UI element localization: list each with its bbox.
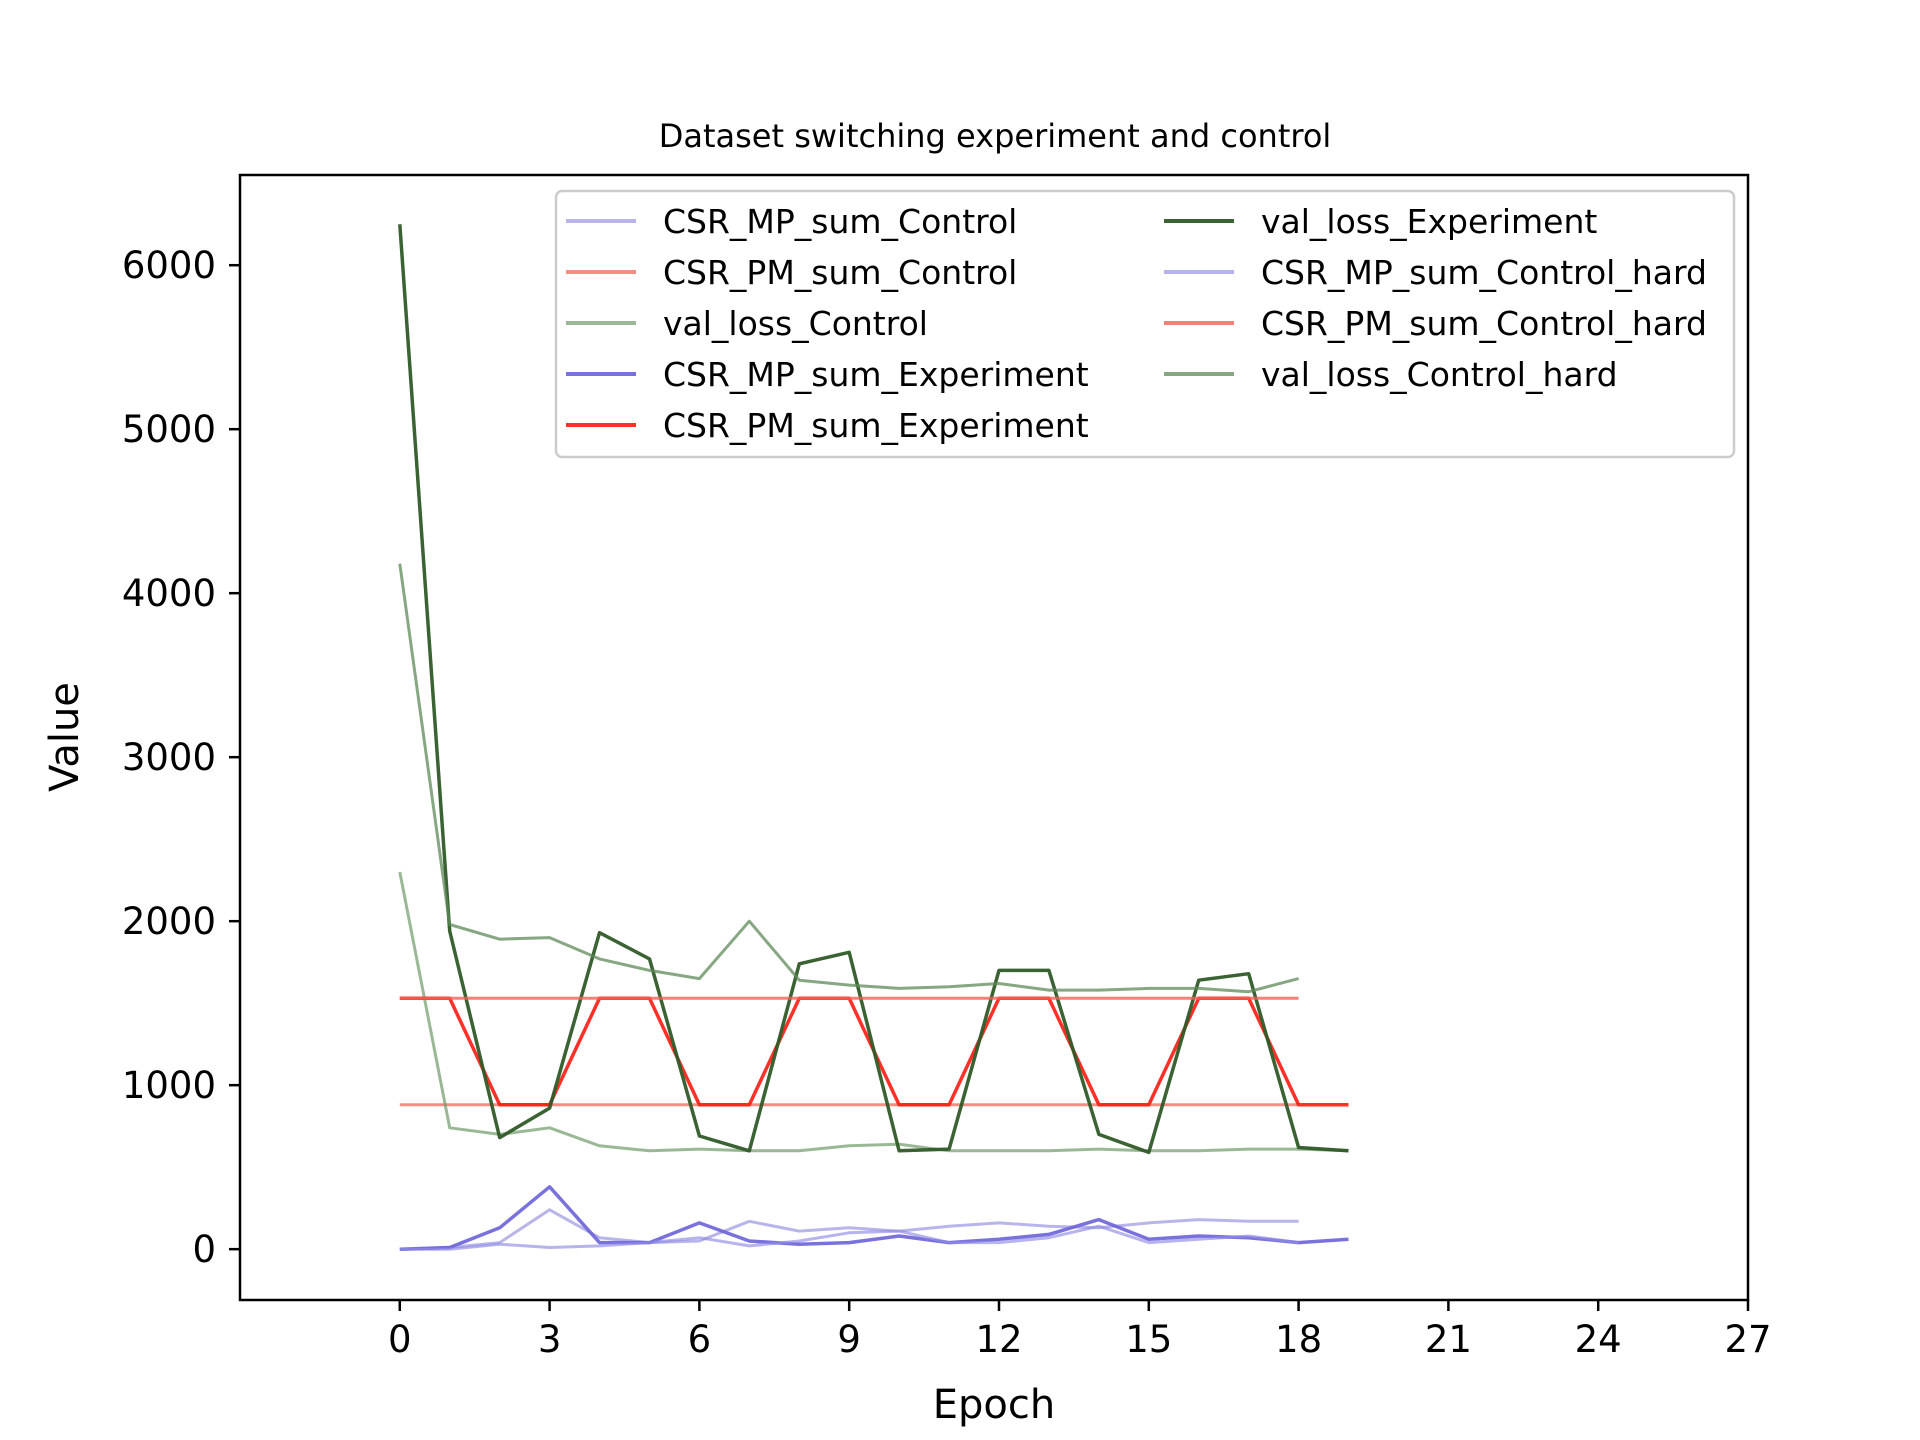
x-tick-label: 3 (538, 1318, 562, 1361)
x-tick-label: 27 (1724, 1318, 1771, 1361)
legend-entry-label: CSR_PM_sum_Control_hard (1261, 304, 1707, 343)
plot-frame (238, 173, 1750, 1302)
y-tick-label: 1000 (122, 1064, 216, 1107)
legend-entry-label: CSR_PM_sum_Control (663, 253, 1017, 292)
x-tick-label: 15 (1125, 1318, 1172, 1361)
y-axis-ticks: 0 1000 2000 3000 4000 5000 6000 (122, 244, 240, 1271)
series-line-val-loss-experiment (398, 224, 1349, 1155)
x-tick-label: 24 (1575, 1318, 1622, 1361)
legend-entry-label: CSR_MP_sum_Experiment (663, 355, 1089, 394)
legend-entry-label: CSR_PM_sum_Experiment (663, 406, 1089, 445)
legend-entry-label: CSR_MP_sum_Control (663, 202, 1017, 241)
x-tick-label: 12 (975, 1318, 1022, 1361)
legend: CSR_MP_sum_Control CSR_PM_sum_Control val_… (554, 189, 1736, 459)
x-tick-label: 18 (1275, 1318, 1322, 1361)
series-line-val-loss-control (398, 871, 1349, 1153)
legend-box (554, 189, 1736, 459)
legend-entry-label: CSR_MP_sum_Control_hard (1261, 253, 1707, 292)
y-axis-label: Value (42, 682, 88, 792)
x-tick-label: 21 (1425, 1318, 1472, 1361)
x-tick-label: 9 (837, 1318, 861, 1361)
legend-entry-label: val_loss_Control_hard (1261, 355, 1618, 394)
y-tick-label: 0 (192, 1228, 216, 1271)
y-tick-label: 5000 (122, 408, 216, 451)
y-tick-label: 2000 (122, 900, 216, 943)
series-line-val-loss-control-hard (398, 563, 1299, 994)
y-tick-label: 3000 (122, 736, 216, 779)
x-axis-label: Epoch (933, 1382, 1055, 1428)
y-tick-label: 4000 (122, 572, 216, 615)
plot-area (398, 224, 1349, 1251)
x-tick-label: 6 (688, 1318, 712, 1361)
chart-title: Dataset switching experiment and control (659, 117, 1332, 155)
series-line-csr-mp-sum-control-hard (399, 1224, 1299, 1251)
series-line-csr-mp-sum-experiment (399, 1185, 1349, 1251)
legend-entry-label: val_loss_Control (663, 304, 928, 343)
series-line-csr-mp-sum-control (399, 1208, 1299, 1251)
x-tick-label: 0 (388, 1318, 412, 1361)
x-axis-ticks: 0 3 6 9 12 15 18 21 24 27 (388, 1300, 1772, 1361)
legend-entry-label: val_loss_Experiment (1261, 202, 1597, 241)
y-tick-label: 6000 (122, 244, 216, 287)
